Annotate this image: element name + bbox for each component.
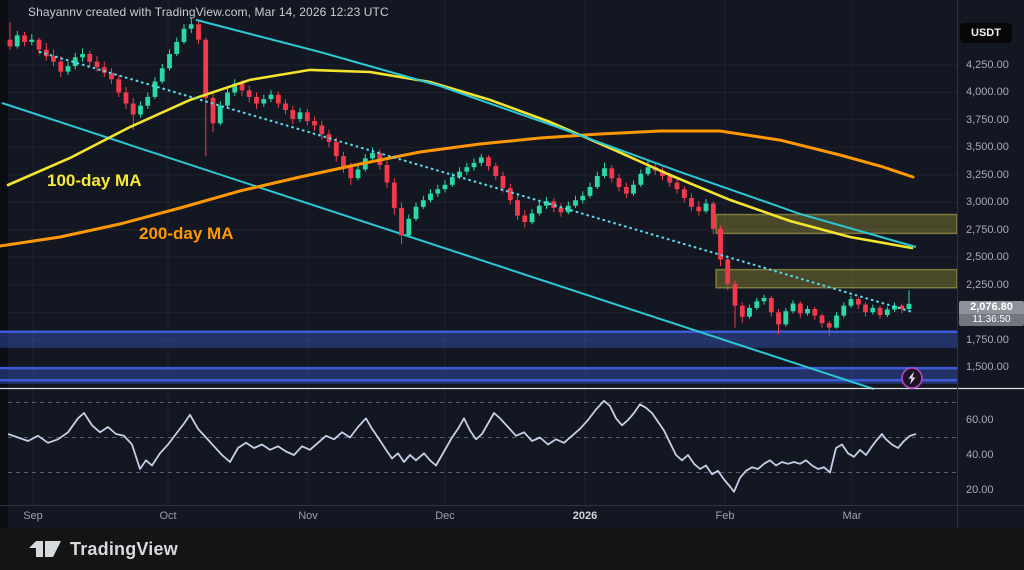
tradingview-logo-icon[interactable] [28,540,62,558]
price-tick-label: 3,500.00 [966,141,1009,153]
watermark-text: Shayannv created with TradingView.com, M… [28,5,389,19]
footer-bar: TradingView [0,528,1024,570]
time-tick-label: Feb [715,510,735,522]
price-tick-label: 2,500.00 [966,251,1009,263]
time-tick-label: Nov [298,510,318,522]
indicator-tick-label: 20.00 [966,484,994,496]
last-price-value: 2,076.80 [959,301,1024,314]
time-tick-label: Mar [842,510,862,522]
price-tick-label: 4,000.00 [966,86,1009,98]
time-tick-label: Sep [23,510,43,522]
time-tick-label: Oct [159,510,177,522]
price-tick-label: 1,500.00 [966,361,1009,373]
price-tick-label: 3,000.00 [966,196,1009,208]
last-price-label: 2,076.80 11:36:50 [959,301,1024,326]
indicator-tick-label: 60.00 [966,414,994,426]
price-tick-label: 4,250.00 [966,59,1009,71]
ma100-annotation-label: 100-day MA [47,171,142,190]
price-tick-label: 1,750.00 [966,334,1009,346]
ma200-annotation-label: 200-day MA [139,224,234,243]
tradingview-brand-text[interactable]: TradingView [70,538,178,559]
price-tick-label: 2,250.00 [966,279,1009,291]
bar-close-countdown: 11:36:50 [959,314,1024,326]
time-tick-label: Dec [435,510,455,522]
price-tick-label: 3,250.00 [966,169,1009,181]
time-tick-label: 2026 [572,510,598,522]
price-tick-label: 3,750.00 [966,114,1009,126]
indicator-tick-label: 40.00 [966,449,994,461]
symbol-badge: USDT [960,23,1012,43]
price-tick-label: 2,750.00 [966,224,1009,236]
